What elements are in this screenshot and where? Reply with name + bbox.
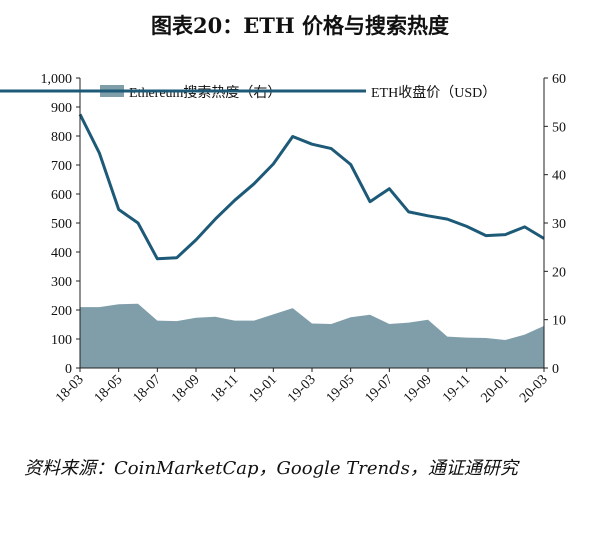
x-tick-label: 19-09 xyxy=(401,372,435,406)
x-tick-label: 19-05 xyxy=(324,372,358,406)
x-tick-label: 18-07 xyxy=(130,372,164,406)
left-tick-label: 1,000 xyxy=(41,72,73,87)
legend: Ethereum搜索热度（右） ETH收盘价（USD） xyxy=(0,84,496,101)
axes xyxy=(76,77,548,372)
x-tick-label: 19-11 xyxy=(440,372,473,405)
x-tick-label: 19-03 xyxy=(285,372,319,406)
left-tick-label: 600 xyxy=(51,188,72,203)
x-tick-label: 18-09 xyxy=(169,372,203,406)
right-tick-label: 20 xyxy=(552,265,566,280)
right-tick-label: 30 xyxy=(552,217,566,232)
search-area xyxy=(80,303,544,368)
left-tick-label: 800 xyxy=(51,130,72,145)
right-tick-label: 0 xyxy=(552,362,559,377)
chart-title: 图表20：ETH 价格与搜索热度 xyxy=(150,13,449,38)
right-tick-label: 60 xyxy=(552,72,566,87)
left-tick-label: 300 xyxy=(51,275,72,290)
search-area-layer xyxy=(80,303,544,368)
legend-line-label: ETH收盘价（USD） xyxy=(371,84,496,101)
right-tick-label: 40 xyxy=(552,169,566,184)
price-line xyxy=(78,113,545,261)
x-tick-label: 18-11 xyxy=(208,372,241,405)
x-tick-label: 19-07 xyxy=(362,372,396,406)
left-tick-label: 0 xyxy=(65,362,72,377)
left-tick-label: 100 xyxy=(51,333,72,348)
x-tick-label: 18-05 xyxy=(92,372,126,406)
right-tick-label: 10 xyxy=(552,314,566,329)
x-tick-label: 20-01 xyxy=(478,372,512,406)
left-tick-label: 400 xyxy=(51,246,72,261)
right-tick-label: 50 xyxy=(552,120,566,135)
left-tick-label: 500 xyxy=(51,217,72,232)
x-tick-label: 20-03 xyxy=(517,372,551,406)
left-tick-label: 200 xyxy=(51,304,72,319)
x-tick-label: 19-01 xyxy=(246,372,280,406)
price-line-layer xyxy=(78,113,545,261)
source-note: 资料来源：CoinMarketCap，Google Trends，通证通研究 xyxy=(24,458,518,479)
chart: 0 100 200 300 400 500 600 700 800 900 1,000 0 10 20 30… xyxy=(0,72,566,406)
x-tick-label: 18-03 xyxy=(53,372,87,406)
left-tick-label: 900 xyxy=(51,101,72,116)
left-tick-label: 700 xyxy=(51,159,72,174)
